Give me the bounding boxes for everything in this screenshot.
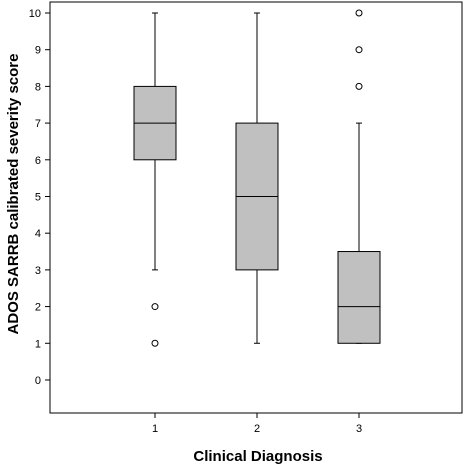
box-group (133, 9, 381, 347)
y-tick-label: 4 (35, 228, 41, 240)
x-tick-label: 2 (254, 423, 260, 435)
y-tick-label: 3 (35, 265, 41, 277)
x-axis-title: Clinical Diagnosis (193, 448, 322, 465)
box-2 (235, 12, 279, 344)
box-iqr (337, 251, 381, 344)
y-tick-label: 9 (35, 45, 41, 57)
y-tick-label: 5 (35, 191, 41, 203)
box-1 (133, 12, 177, 347)
y-tick-label: 7 (35, 118, 41, 130)
y-axis-title: ADOS SARRB calibrated severity score (5, 54, 22, 335)
y-tick-label: 0 (35, 375, 41, 387)
outlier-point (151, 339, 159, 347)
x-tick-label: 1 (152, 423, 158, 435)
outlier-point (151, 303, 159, 311)
y-axis: 0 1 2 3 4 5 6 7 8 9 10 (29, 8, 50, 387)
plot-frame (49, 1, 463, 414)
y-tick-label: 1 (35, 338, 41, 350)
outlier-point (355, 46, 363, 54)
y-tick-label: 8 (35, 81, 41, 93)
x-axis: 1 2 3 (152, 413, 362, 435)
y-tick-label: 2 (35, 302, 41, 314)
box-3 (337, 9, 381, 344)
outlier-point (355, 82, 363, 90)
x-tick-label: 3 (356, 423, 362, 435)
outlier-point (355, 9, 363, 17)
y-tick-label: 10 (29, 8, 41, 20)
y-tick-label: 6 (35, 155, 41, 167)
